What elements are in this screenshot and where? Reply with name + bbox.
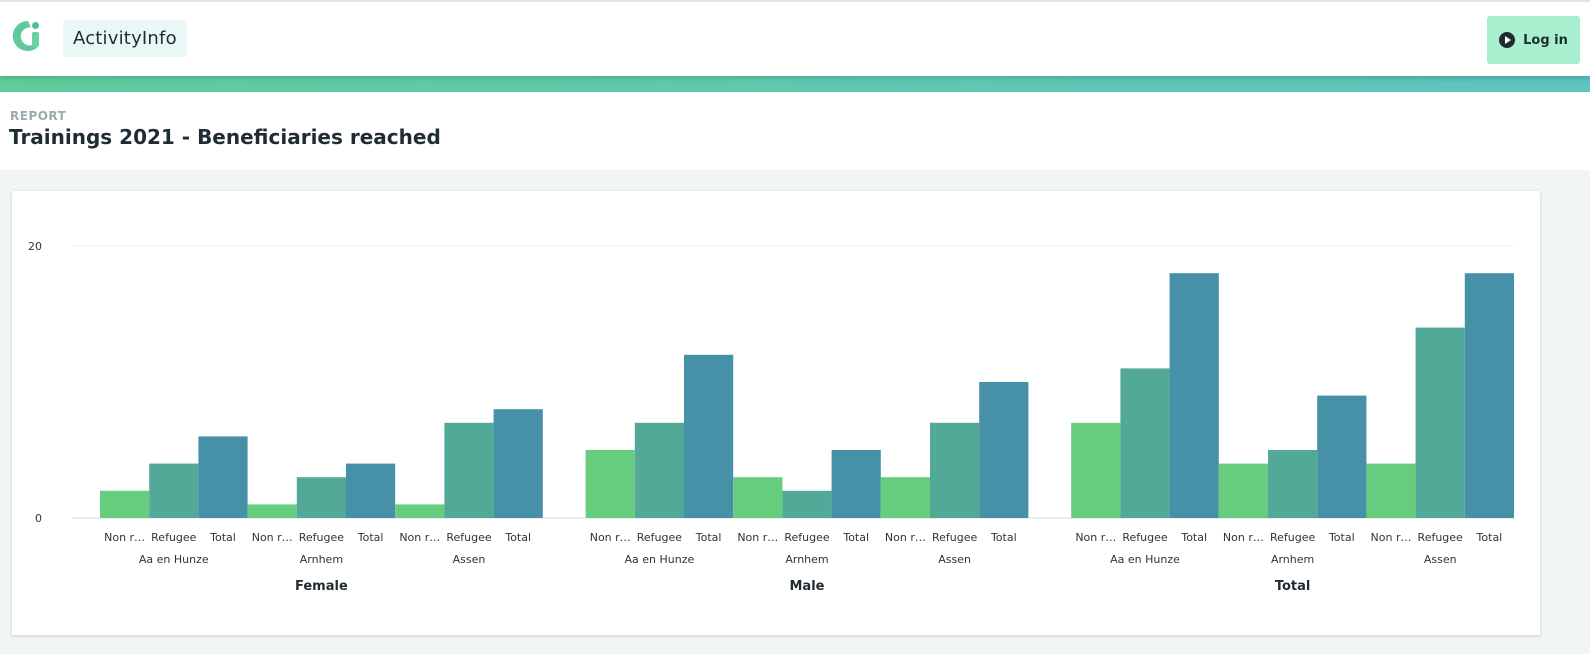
series-label: Non r…	[590, 531, 631, 544]
series-label: Refugee	[446, 531, 492, 544]
series-label: Non r…	[252, 531, 293, 544]
series-label: Total	[357, 531, 384, 544]
location-label: Arnhem	[1271, 553, 1314, 566]
location-label: Assen	[938, 553, 971, 566]
location-label: Aa en Hunze	[1110, 553, 1180, 566]
bar[interactable]	[733, 477, 783, 518]
bar[interactable]	[198, 436, 248, 518]
y-tick-label: 20	[28, 240, 42, 253]
bar[interactable]	[1317, 395, 1367, 518]
group-label: Total	[1275, 579, 1311, 594]
location-label: Assen	[453, 553, 486, 566]
series-label: Refugee	[784, 531, 830, 544]
location-label: Aa en Hunze	[139, 553, 209, 566]
series-label: Refugee	[1122, 531, 1168, 544]
bar[interactable]	[1366, 463, 1416, 518]
group-label: Female	[295, 579, 348, 594]
series-label: Refugee	[1270, 531, 1316, 544]
series-label: Refugee	[637, 531, 683, 544]
bar[interactable]	[634, 422, 684, 518]
bar[interactable]	[1415, 327, 1465, 518]
bar[interactable]	[444, 422, 494, 518]
bar[interactable]	[346, 463, 396, 518]
series-label: Total	[1328, 531, 1355, 544]
bar[interactable]	[880, 477, 930, 518]
series-label: Non r…	[1223, 531, 1264, 544]
location-label: Aa en Hunze	[625, 553, 695, 566]
series-label: Refugee	[151, 531, 197, 544]
bar[interactable]	[1120, 368, 1170, 518]
login-button[interactable]: Log in	[1487, 16, 1580, 64]
series-label: Total	[842, 531, 869, 544]
series-label: Non r…	[1371, 531, 1412, 544]
bar[interactable]	[979, 382, 1029, 518]
location-label: Arnhem	[785, 553, 828, 566]
activityinfo-logo-icon[interactable]	[10, 18, 46, 54]
bar[interactable]	[1169, 273, 1219, 518]
bar[interactable]	[149, 463, 199, 518]
bar[interactable]	[1071, 422, 1121, 518]
bar[interactable]	[296, 477, 346, 518]
series-label: Refugee	[932, 531, 978, 544]
bar[interactable]	[831, 450, 881, 518]
top-bar: ActivityInfo Log in	[0, 0, 1590, 76]
series-label: Total	[695, 531, 722, 544]
series-label: Total	[1180, 531, 1207, 544]
series-label: Non r…	[885, 531, 926, 544]
series-label: Total	[1476, 531, 1503, 544]
series-label: Non r…	[1075, 531, 1116, 544]
brand-name[interactable]: ActivityInfo	[63, 20, 187, 57]
bar[interactable]	[782, 490, 832, 518]
series-label: Non r…	[104, 531, 145, 544]
series-label: Refugee	[1418, 531, 1464, 544]
bar[interactable]	[1464, 273, 1514, 518]
bar[interactable]	[684, 354, 734, 518]
bar[interactable]	[395, 504, 445, 518]
bar[interactable]	[930, 422, 980, 518]
report-header: REPORT Trainings 2021 - Beneficiaries re…	[0, 92, 1590, 170]
bar[interactable]	[493, 409, 543, 518]
bar[interactable]	[247, 504, 297, 518]
chart-card: 0 20 Non r… Refugee Total Aa en Hunze Non r… Re…	[12, 191, 1540, 635]
series-label: Total	[990, 531, 1017, 544]
bar[interactable]	[1218, 463, 1268, 518]
bar[interactable]	[1268, 450, 1318, 518]
play-circle-icon	[1499, 32, 1516, 48]
series-label: Refugee	[299, 531, 345, 544]
series-label: Total	[209, 531, 236, 544]
series-label: Non r…	[737, 531, 778, 544]
page-title: Trainings 2021 - Beneficiaries reached	[9, 125, 441, 149]
bar[interactable]	[585, 450, 635, 518]
series-label: Non r…	[399, 531, 440, 544]
report-eyebrow: REPORT	[10, 109, 67, 123]
group-label: Male	[790, 579, 825, 594]
y-tick-label: 0	[35, 512, 42, 525]
series-label: Total	[504, 531, 531, 544]
bar[interactable]	[100, 490, 150, 518]
location-label: Assen	[1424, 553, 1457, 566]
accent-strip	[0, 74, 1590, 92]
login-label: Log in	[1523, 32, 1568, 48]
location-label: Arnhem	[300, 553, 343, 566]
